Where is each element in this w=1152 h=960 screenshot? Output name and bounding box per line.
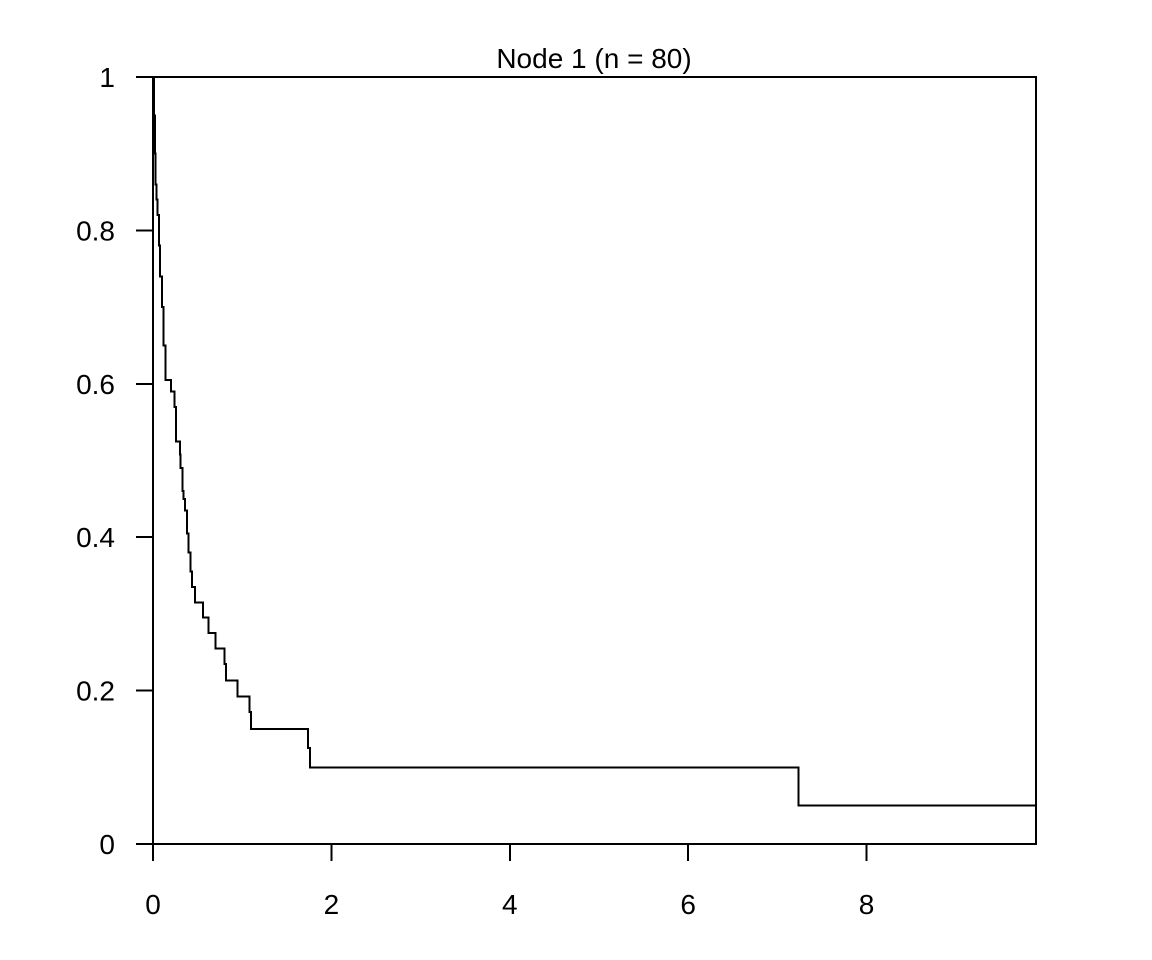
x-axis-ticks: 0 2 4 6 8 xyxy=(145,844,874,920)
y-tick-label: 1 xyxy=(99,62,115,93)
y-tick-label: 0.8 xyxy=(76,215,115,246)
y-tick-label: 0.2 xyxy=(76,676,115,707)
y-tick-label: 0.6 xyxy=(76,369,115,400)
y-tick-label: 0.4 xyxy=(76,522,115,553)
survival-step-line xyxy=(152,76,1036,807)
y-tick-label: 0 xyxy=(99,829,115,860)
x-tick-label: 4 xyxy=(502,889,518,920)
x-tick-label: 2 xyxy=(324,889,340,920)
survival-curve-layer xyxy=(152,76,1036,807)
x-tick-label: 6 xyxy=(680,889,696,920)
x-tick-label: 0 xyxy=(145,889,161,920)
x-tick-label: 8 xyxy=(859,889,875,920)
y-axis-ticks: 0 0.2 0.4 0.6 0.8 1 xyxy=(76,62,153,860)
chart-title: Node 1 (n = 80) xyxy=(496,43,691,74)
